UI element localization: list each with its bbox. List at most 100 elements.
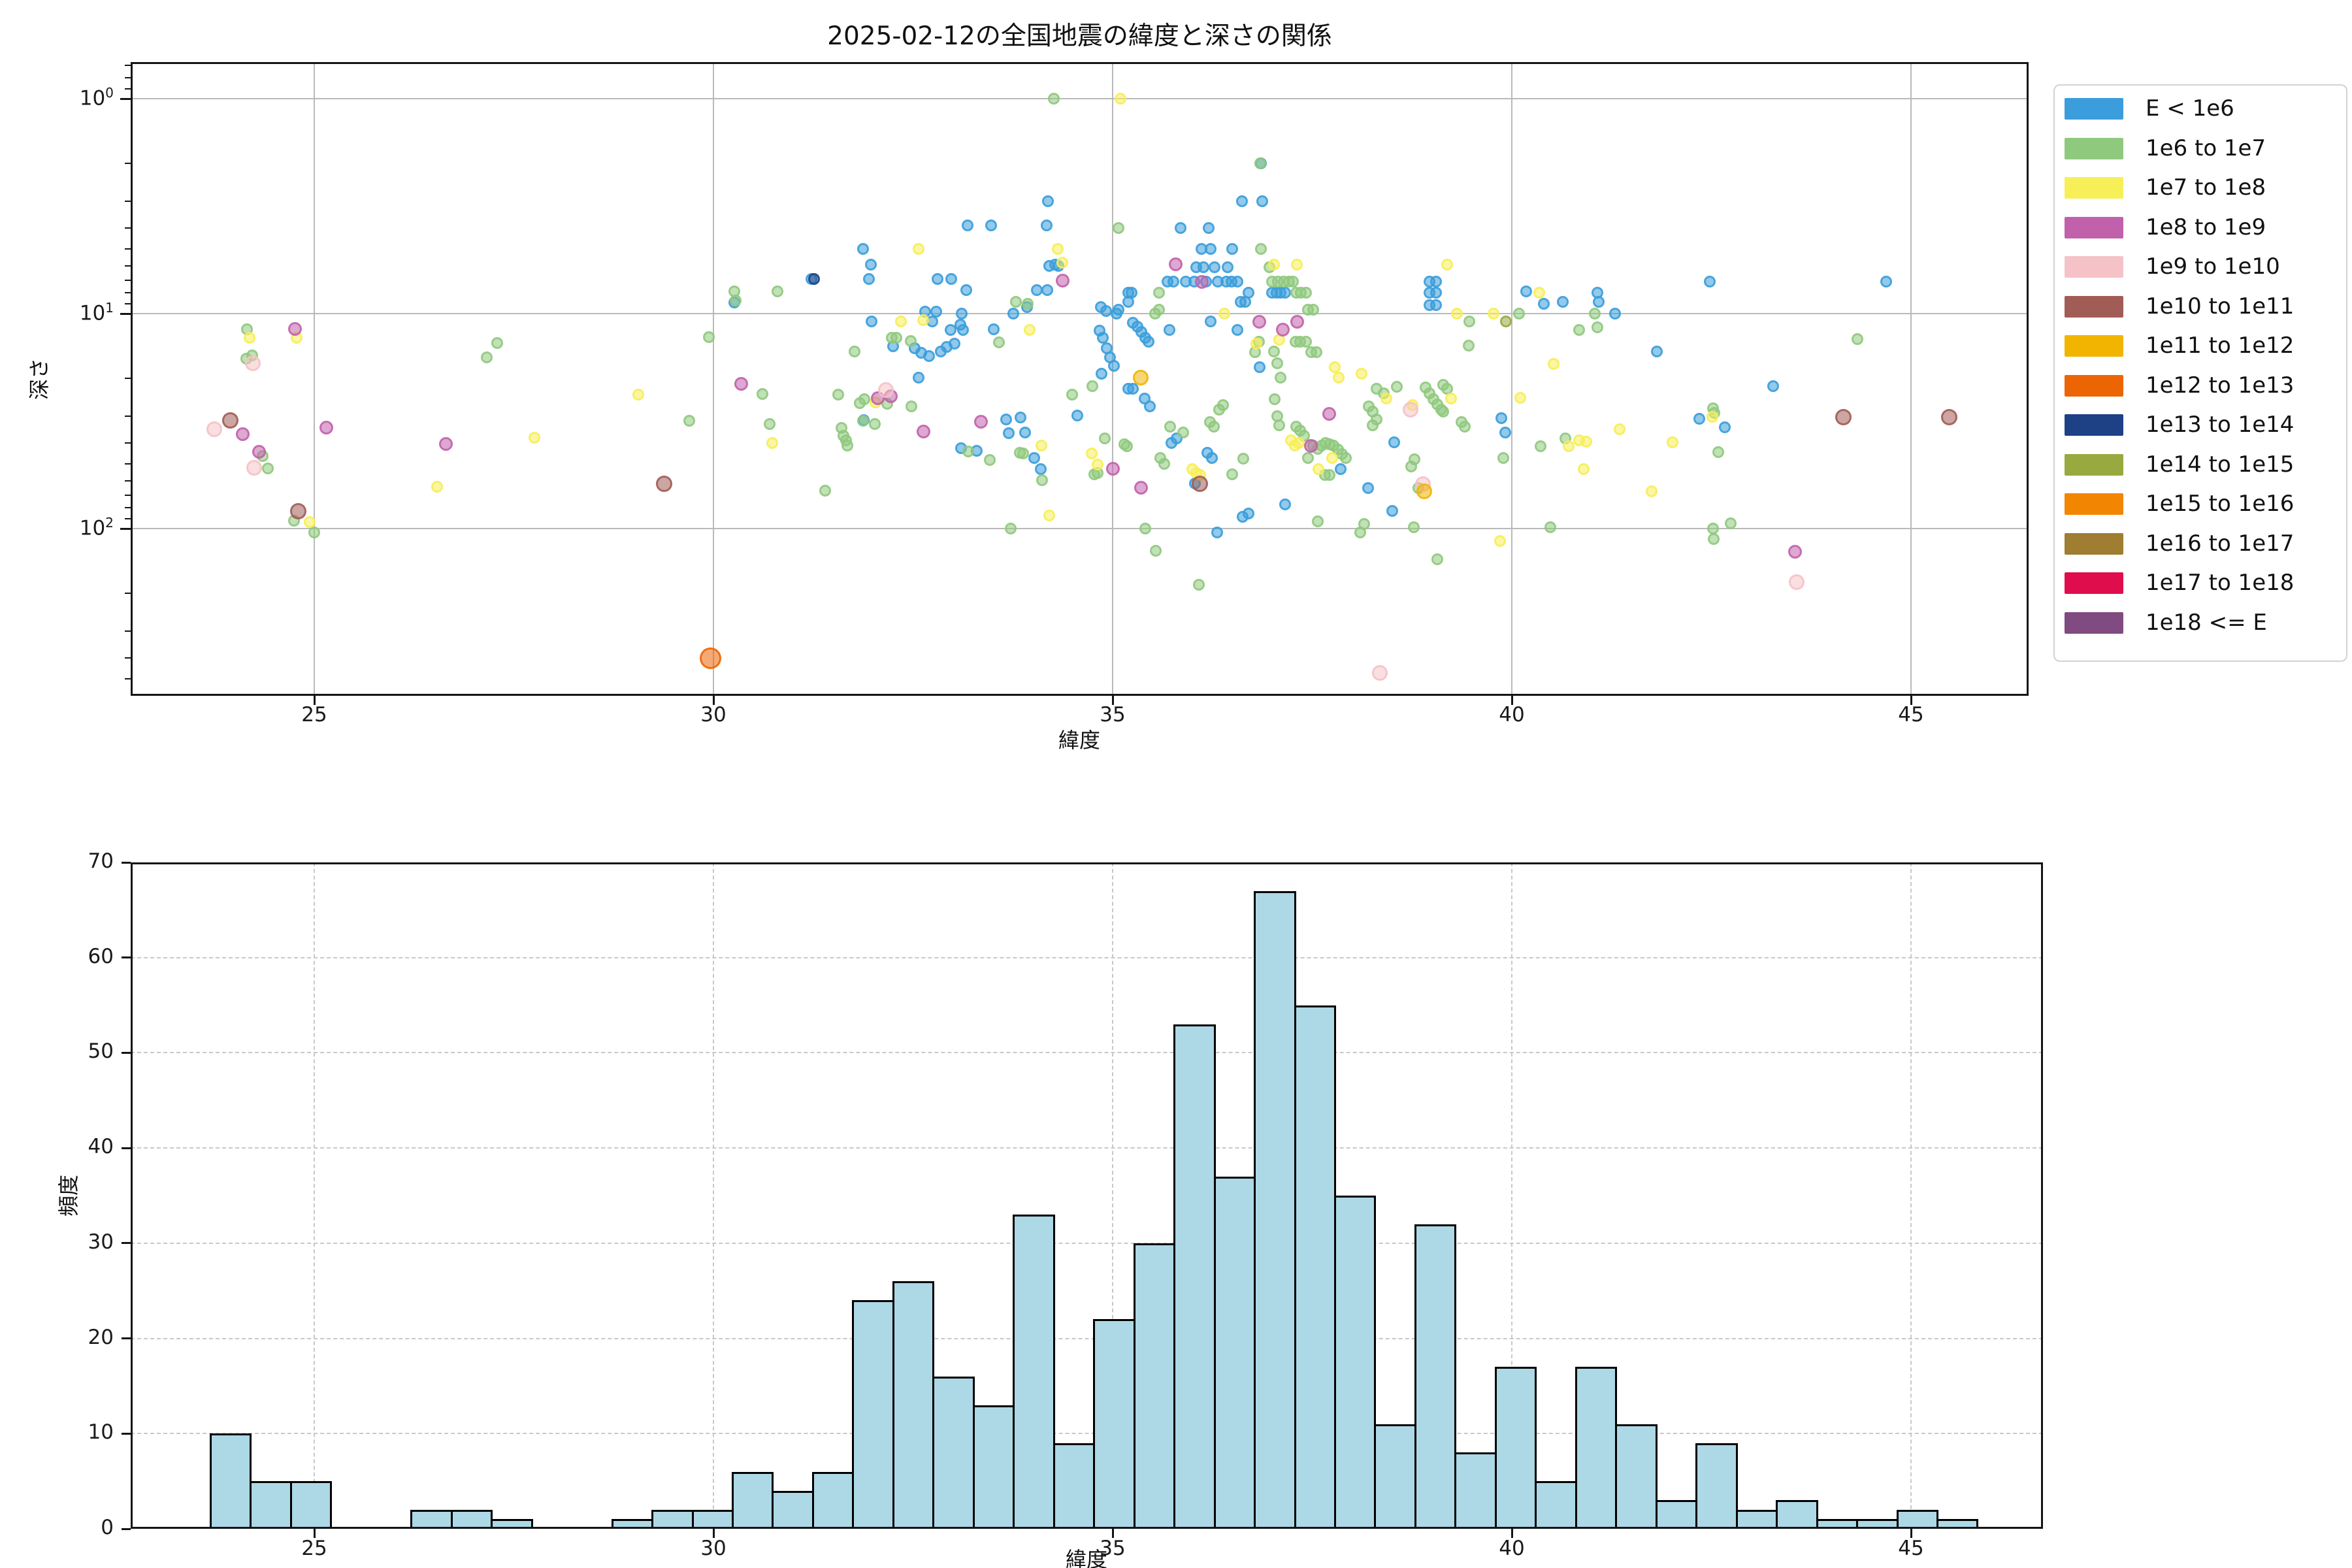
scatter-point — [1019, 427, 1031, 439]
scatter-point — [288, 322, 302, 336]
chart-title: 2025-02-12の全国地震の緯度と深さの関係 — [827, 22, 1332, 51]
scatter-point — [1494, 534, 1506, 547]
scatter-gridline-y — [131, 528, 2029, 529]
legend-item-label: 1e7 to 1e8 — [2146, 174, 2266, 201]
scatter-point — [1211, 526, 1224, 538]
scatter-point — [1149, 545, 1162, 557]
scatter-point — [1108, 359, 1120, 372]
scatter-point — [1712, 446, 1725, 458]
hist-gridline-y — [131, 1337, 2043, 1339]
scatter-point — [1332, 371, 1345, 384]
scatter-point — [1356, 367, 1368, 380]
scatter-point — [1367, 419, 1379, 431]
scatter-point — [917, 314, 930, 326]
scatter-point — [1167, 276, 1179, 288]
hist-gridline-y — [131, 1433, 2043, 1435]
scatter-point — [932, 272, 944, 285]
scatter-point — [913, 242, 925, 255]
scatter-point — [1322, 407, 1336, 421]
hist-y-tick-label: 60 — [88, 944, 114, 968]
scatter-point — [1704, 276, 1716, 288]
scatter-point — [1463, 340, 1475, 352]
scatter-point — [1789, 574, 1805, 591]
hist-y-tick — [122, 1432, 131, 1435]
scatter-point — [1256, 195, 1268, 207]
scatter-xaxis-label: 緯度 — [1058, 728, 1100, 753]
scatter-point — [1487, 308, 1499, 319]
scatter-point — [1591, 321, 1603, 334]
scatter-point — [1613, 423, 1625, 436]
legend-swatch — [2065, 612, 2123, 634]
scatter-point — [1003, 427, 1015, 440]
scatter-point — [244, 332, 256, 344]
scatter-y-minortick — [125, 265, 131, 267]
scatter-point — [290, 502, 307, 519]
hist-gridline-y — [131, 1052, 2043, 1054]
hist-y-tick — [122, 956, 131, 959]
legend-swatch — [2065, 532, 2123, 555]
hist-x-tick-label: 25 — [301, 1537, 327, 1560]
scatter-point — [1274, 371, 1286, 384]
scatter-y-minortick — [125, 442, 131, 444]
scatter-point — [1431, 553, 1444, 566]
scatter-point — [1122, 295, 1135, 308]
scatter-point — [1091, 458, 1103, 470]
scatter-y-tick — [120, 97, 131, 100]
scatter-point — [766, 437, 779, 449]
scatter-point — [734, 376, 749, 391]
scatter-point — [1441, 258, 1454, 270]
hist-y-tick-label: 40 — [88, 1135, 114, 1159]
hist-bar — [1454, 1452, 1497, 1529]
scatter-point — [1035, 463, 1047, 475]
scatter-point — [1036, 439, 1048, 451]
scatter-point — [1271, 357, 1283, 369]
legend-swatch — [2065, 453, 2123, 476]
scatter-point — [906, 400, 918, 413]
scatter-point — [1273, 419, 1286, 431]
scatter-point — [1380, 392, 1393, 404]
scatter-point — [756, 388, 768, 400]
scatter-point — [1205, 316, 1217, 328]
scatter-point — [1066, 389, 1078, 401]
scatter-gridline-x — [1910, 62, 1912, 696]
hist-gridline-x — [314, 862, 315, 1529]
scatter-point — [987, 323, 1000, 335]
hist-bar — [1093, 1319, 1135, 1529]
scatter-point — [1310, 346, 1322, 358]
scatter-point — [303, 515, 316, 528]
scatter-point — [1767, 380, 1779, 392]
legend-item-label: 1e6 to 1e7 — [2146, 135, 2266, 161]
scatter-point — [1004, 523, 1017, 534]
scatter-point — [1042, 195, 1054, 207]
scatter-point — [702, 331, 715, 344]
legend-swatch — [2065, 374, 2123, 397]
scatter-point — [1362, 482, 1375, 494]
legend-swatch — [2065, 493, 2123, 515]
scatter-point — [1499, 427, 1512, 439]
scatter-point — [819, 484, 832, 497]
scatter-point — [1299, 287, 1312, 299]
scatter-point — [1562, 440, 1575, 452]
scatter-point — [1239, 295, 1251, 308]
scatter-point — [863, 272, 875, 285]
scatter-point — [1302, 452, 1315, 465]
scatter-point — [1111, 308, 1123, 319]
scatter-point — [1226, 468, 1239, 481]
hist-bar — [1053, 1443, 1096, 1529]
scatter-x-tick-label: 40 — [1499, 703, 1525, 727]
scatter-point — [730, 295, 742, 307]
scatter-point — [1202, 222, 1215, 235]
hist-y-tick-label: 50 — [88, 1039, 114, 1064]
scatter-point — [1022, 297, 1034, 310]
scatter-point — [1086, 380, 1099, 392]
scatter-point — [1445, 392, 1458, 404]
scatter-point — [849, 345, 861, 357]
scatter-point — [1324, 469, 1336, 482]
scatter-point — [252, 445, 267, 459]
scatter-point — [1231, 323, 1243, 336]
scatter-x-tick — [1910, 696, 1912, 705]
scatter-point — [858, 393, 870, 405]
scatter-x-tick-label: 45 — [1898, 703, 1924, 727]
legend-item-label: 1e17 to 1e18 — [2146, 570, 2295, 596]
scatter-point — [262, 462, 274, 474]
